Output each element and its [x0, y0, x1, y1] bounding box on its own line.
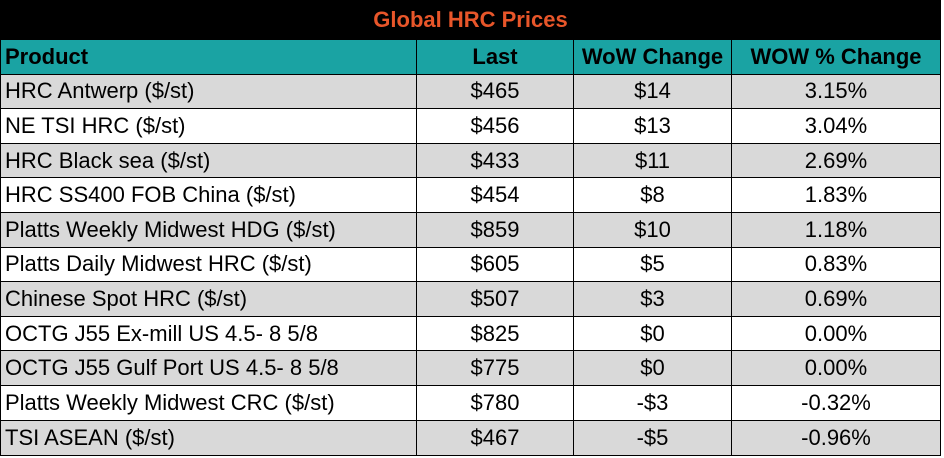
table-row: OCTG J55 Gulf Port US 4.5- 8 5/8 $775 $0… [1, 351, 940, 386]
cell-wow-pct: 1.18% [804, 216, 868, 242]
header-row: Product Last WoW Change WOW % Change [1, 40, 940, 75]
cell-last: $433 [417, 143, 574, 178]
table-row: Chinese Spot HRC ($/st) $507 $3 0.69% [1, 282, 940, 317]
cell-wow-pct: -0.96% [801, 424, 871, 450]
cell-product: OCTG J55 Ex-mill US 4.5- 8 5/8 [1, 316, 417, 351]
cell-wow-pct: 1.83% [804, 182, 868, 208]
cell-wow-pct: 2.69% [804, 147, 868, 173]
cell-last: $780 [417, 385, 574, 420]
cell-product: Platts Daily Midwest HRC ($/st) [1, 247, 417, 282]
header-last: Last [417, 40, 574, 74]
cell-wow-change: $3 [574, 282, 732, 316]
cell-product: TSI ASEAN ($/st) [1, 420, 417, 456]
cell-wow-change: $0 [574, 316, 732, 351]
cell-wow-pct: 0.69% [804, 285, 868, 311]
cell-wow-pct: -0.32% [801, 389, 871, 415]
cell-last: $454 [417, 178, 574, 212]
table-row: Platts Weekly Midwest CRC ($/st) $780 -$… [1, 385, 940, 421]
cell-last: $605 [417, 247, 574, 282]
cell-wow-change: $0 [574, 351, 732, 385]
cell-product: Platts Weekly Midwest HDG ($/st) [1, 212, 417, 247]
cell-product: HRC SS400 FOB China ($/st) [1, 178, 417, 212]
table-row: OCTG J55 Ex-mill US 4.5- 8 5/8 $825 $0 0… [1, 316, 940, 352]
cell-product: HRC Black sea ($/st) [1, 143, 417, 178]
table-title: Global HRC Prices [1, 1, 940, 40]
cell-last: $859 [417, 212, 574, 247]
cell-product: Chinese Spot HRC ($/st) [1, 282, 417, 316]
cell-wow-change: $5 [574, 247, 732, 282]
table-row: HRC Antwerp ($/st) $465 $14 3.15% [1, 74, 940, 110]
table-row: NE TSI HRC ($/st) $456 $13 3.04% [1, 109, 940, 144]
cell-wow-pct: 0.83% [804, 251, 868, 277]
cell-wow-change: $8 [574, 178, 732, 212]
header-product: Product [1, 40, 417, 74]
cell-wow-change: $14 [574, 74, 732, 109]
table-row: Platts Weekly Midwest HDG ($/st) $859 $1… [1, 212, 940, 248]
cell-last: $825 [417, 316, 574, 351]
cell-wow-pct: 3.04% [804, 112, 868, 138]
cell-product: OCTG J55 Gulf Port US 4.5- 8 5/8 [1, 351, 417, 385]
cell-wow-change: $13 [574, 109, 732, 143]
cell-product: HRC Antwerp ($/st) [1, 74, 417, 109]
cell-wow-change: $10 [574, 212, 732, 247]
cell-last: $775 [417, 351, 574, 385]
table-row: Platts Daily Midwest HRC ($/st) $605 $5 … [1, 247, 940, 283]
cell-wow-pct: 3.15% [804, 78, 868, 104]
cell-wow-change: $11 [574, 143, 732, 178]
table-row: TSI ASEAN ($/st) $467 -$5 -0.96% [1, 420, 940, 456]
table-row: HRC SS400 FOB China ($/st) $454 $8 1.83% [1, 178, 940, 213]
cell-wow-change: -$3 [574, 385, 732, 420]
cell-wow-pct: 0.00% [804, 355, 868, 381]
header-wow-pct: WOW % Change [750, 43, 922, 69]
cell-last: $507 [417, 282, 574, 316]
header-wow-change: WoW Change [574, 40, 732, 74]
cell-product: NE TSI HRC ($/st) [1, 109, 417, 143]
cell-wow-pct: 0.00% [804, 320, 868, 346]
cell-last: $467 [417, 420, 574, 456]
cell-product: Platts Weekly Midwest CRC ($/st) [1, 385, 417, 420]
cell-last: $465 [417, 74, 574, 109]
table-row: HRC Black sea ($/st) $433 $11 2.69% [1, 143, 940, 179]
cell-last: $456 [417, 109, 574, 143]
cell-wow-change: -$5 [574, 420, 732, 456]
